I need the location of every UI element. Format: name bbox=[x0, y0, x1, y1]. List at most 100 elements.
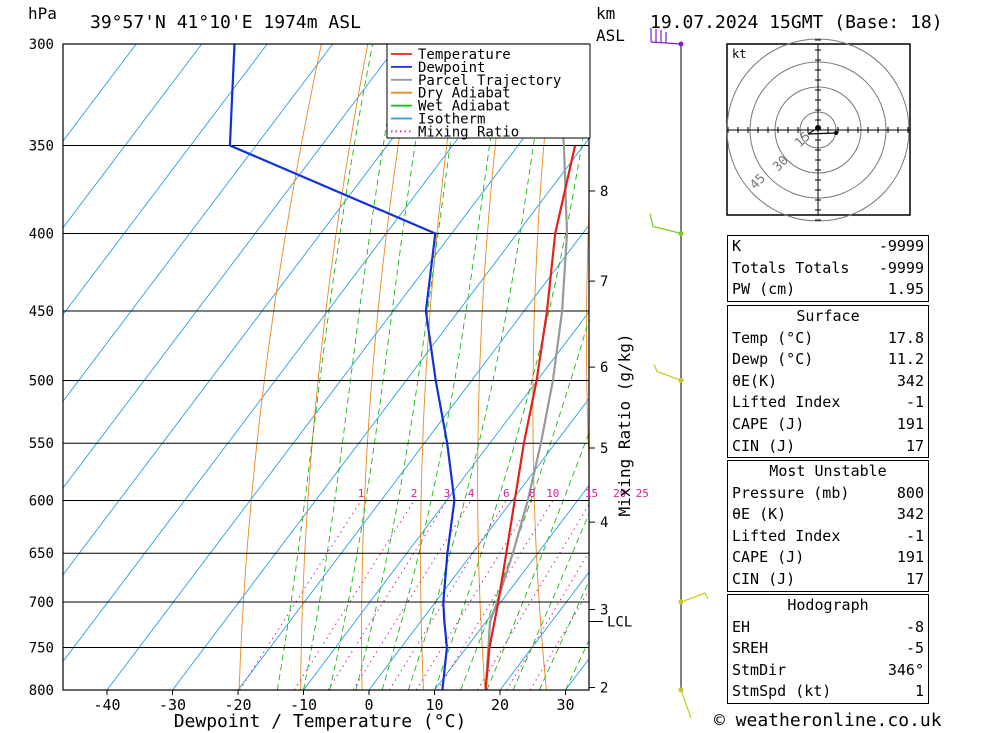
mu-pressure-label: Pressure (mb) bbox=[732, 483, 850, 502]
mu-thetae-label: θE (K) bbox=[732, 505, 787, 524]
x-axis-title: Dewpoint / Temperature (°C) bbox=[174, 711, 467, 732]
wet-adiabat-line bbox=[276, 44, 374, 690]
surface-thetae-row: θE(K) 342 bbox=[728, 371, 928, 393]
mixing-ratio-labels: 1 2 3 4 6 8 10 15 20 25 bbox=[358, 487, 649, 500]
pressure-tick-label: 800 bbox=[29, 683, 54, 699]
mu-cape-row: CAPE (J) 191 bbox=[728, 547, 928, 569]
plot-frame bbox=[62, 43, 590, 691]
mixing-ratio-label: 3 bbox=[444, 487, 451, 500]
temperature-tick-label: -10 bbox=[290, 696, 317, 714]
surface-dewp-value: 11.2 bbox=[887, 350, 924, 369]
isotherm-line bbox=[172, 137, 589, 690]
temperature-tick-label: 10 bbox=[425, 696, 443, 714]
temperature-tick-label: 30 bbox=[556, 696, 574, 714]
altitude-tick-label: 2 bbox=[600, 681, 608, 697]
mixing-ratio-label: 6 bbox=[503, 487, 510, 500]
pressure-tick-label: 750 bbox=[29, 640, 54, 656]
surface-cape-label: CAPE (J) bbox=[732, 414, 805, 433]
k-index-value: -9999 bbox=[878, 237, 924, 255]
mixing-ratio-line bbox=[293, 500, 415, 690]
dry-adiabat-line bbox=[689, 44, 731, 690]
mu-thetae-value: 342 bbox=[896, 505, 924, 524]
temperature-tick-labels: -40 -30 -20 -10 0 10 20 30 bbox=[93, 690, 575, 714]
surface-title: Surface bbox=[796, 307, 860, 325]
surface-dewp-label: Dewp (°C) bbox=[732, 350, 814, 369]
dry-adiabat-line bbox=[361, 44, 415, 690]
k-index-label: K bbox=[732, 237, 742, 255]
stmdir-value: 346° bbox=[887, 660, 924, 679]
wind-barb bbox=[653, 364, 682, 382]
legend-label: Wet Adiabat bbox=[418, 99, 511, 115]
legend-label: Dry Adiabat bbox=[418, 86, 511, 102]
pressure-tick-label: 300 bbox=[29, 37, 54, 53]
wet-adiabat-line bbox=[355, 44, 466, 690]
isotherm-line bbox=[63, 44, 268, 316]
mixing-ratio-label: 8 bbox=[529, 487, 536, 500]
sreh-value: -5 bbox=[905, 639, 924, 658]
surface-table: Surface Temp (°C) 17.8 Dewp (°C) 11.2 θE(K… bbox=[727, 305, 929, 459]
altitude-ticks: 8 7 6 5 4 3 2 LCL bbox=[589, 184, 632, 697]
altitude-tick-label: 3 bbox=[600, 603, 608, 619]
sounding-series bbox=[228, 44, 577, 690]
hodograph-point bbox=[815, 125, 821, 131]
eh-row: EH -8 bbox=[728, 617, 928, 639]
totals-value: -9999 bbox=[878, 258, 924, 277]
isotherm-line bbox=[63, 44, 203, 229]
pressure-tick-label: 600 bbox=[29, 494, 54, 510]
temperature-tick-label: -30 bbox=[159, 696, 186, 714]
dry-adiabat-line bbox=[420, 44, 462, 690]
totals-row: Totals Totals -9999 bbox=[728, 258, 928, 280]
pressure-tick-labels: 300 350 400 450 500 550 600 650 700 750 800 bbox=[29, 37, 54, 699]
wind-barb bbox=[649, 213, 682, 235]
k-index-row: K -9999 bbox=[728, 236, 928, 258]
altitude-tick-label: 6 bbox=[600, 360, 608, 376]
wet-adiabat-line bbox=[486, 431, 589, 690]
isotherm-line bbox=[237, 224, 589, 690]
mixing-ratio-line bbox=[529, 589, 589, 690]
isotherm-line bbox=[368, 397, 589, 690]
surface-temp-row: Temp (°C) 17.8 bbox=[728, 328, 928, 350]
isotherm-line bbox=[63, 44, 334, 403]
stmspd-value: 1 bbox=[914, 682, 924, 701]
surface-cin-value: 17 bbox=[905, 436, 924, 455]
dewpoint-line bbox=[228, 44, 456, 690]
mu-li-label: Lifted Index bbox=[732, 526, 841, 545]
temperature-tick-label: 0 bbox=[364, 696, 373, 714]
surface-temp-label: Temp (°C) bbox=[732, 328, 814, 347]
sreh-label: SREH bbox=[732, 639, 769, 658]
hpa-axis-title: hPa bbox=[28, 4, 57, 23]
wind-barb bbox=[680, 592, 709, 603]
surface-cape-value: 191 bbox=[896, 414, 924, 433]
copyright-link[interactable]: © weatheronline.co.uk bbox=[714, 710, 942, 731]
hodograph-table-title: Hodograph bbox=[787, 596, 869, 614]
dry-adiabat-line bbox=[925, 44, 1000, 690]
pw-row: PW (cm) 1.95 bbox=[728, 279, 928, 301]
mixing-ratio-label: 1 bbox=[358, 487, 365, 500]
sreh-row: SREH -5 bbox=[728, 638, 928, 660]
stmdir-label: StmDir bbox=[732, 660, 787, 679]
isotherm-line bbox=[106, 50, 589, 690]
mu-pressure-row: Pressure (mb) 800 bbox=[728, 483, 928, 505]
lcl-label: LCL bbox=[607, 615, 632, 631]
dry-adiabat-line bbox=[532, 44, 554, 690]
surface-li-label: Lifted Index bbox=[732, 393, 841, 412]
mixing-ratio-label: 2 bbox=[411, 487, 418, 500]
temperature-tick-label: 20 bbox=[491, 696, 509, 714]
pressure-gridlines bbox=[63, 43, 589, 691]
eh-value: -8 bbox=[905, 617, 924, 636]
surface-dewp-row: Dewp (°C) 11.2 bbox=[728, 349, 928, 371]
pressure-tick-label: 550 bbox=[29, 436, 54, 452]
pressure-tick-label: 400 bbox=[29, 226, 54, 242]
legend-label: Temperature bbox=[418, 47, 511, 63]
hodograph-unit-label: kt bbox=[732, 47, 746, 61]
pressure-tick-label: 450 bbox=[29, 304, 54, 320]
surface-thetae-label: θE(K) bbox=[732, 371, 778, 390]
altitude-tick-label: 4 bbox=[600, 515, 608, 531]
stmspd-row: StmSpd (kt) 1 bbox=[728, 681, 928, 703]
legend-label: Dewpoint bbox=[418, 60, 485, 76]
pressure-tick-label: 700 bbox=[29, 595, 54, 611]
legend-label: Mixing Ratio bbox=[418, 124, 519, 140]
mixing-ratio-label: 25 bbox=[636, 487, 649, 500]
mixing-ratio-line bbox=[239, 500, 362, 690]
